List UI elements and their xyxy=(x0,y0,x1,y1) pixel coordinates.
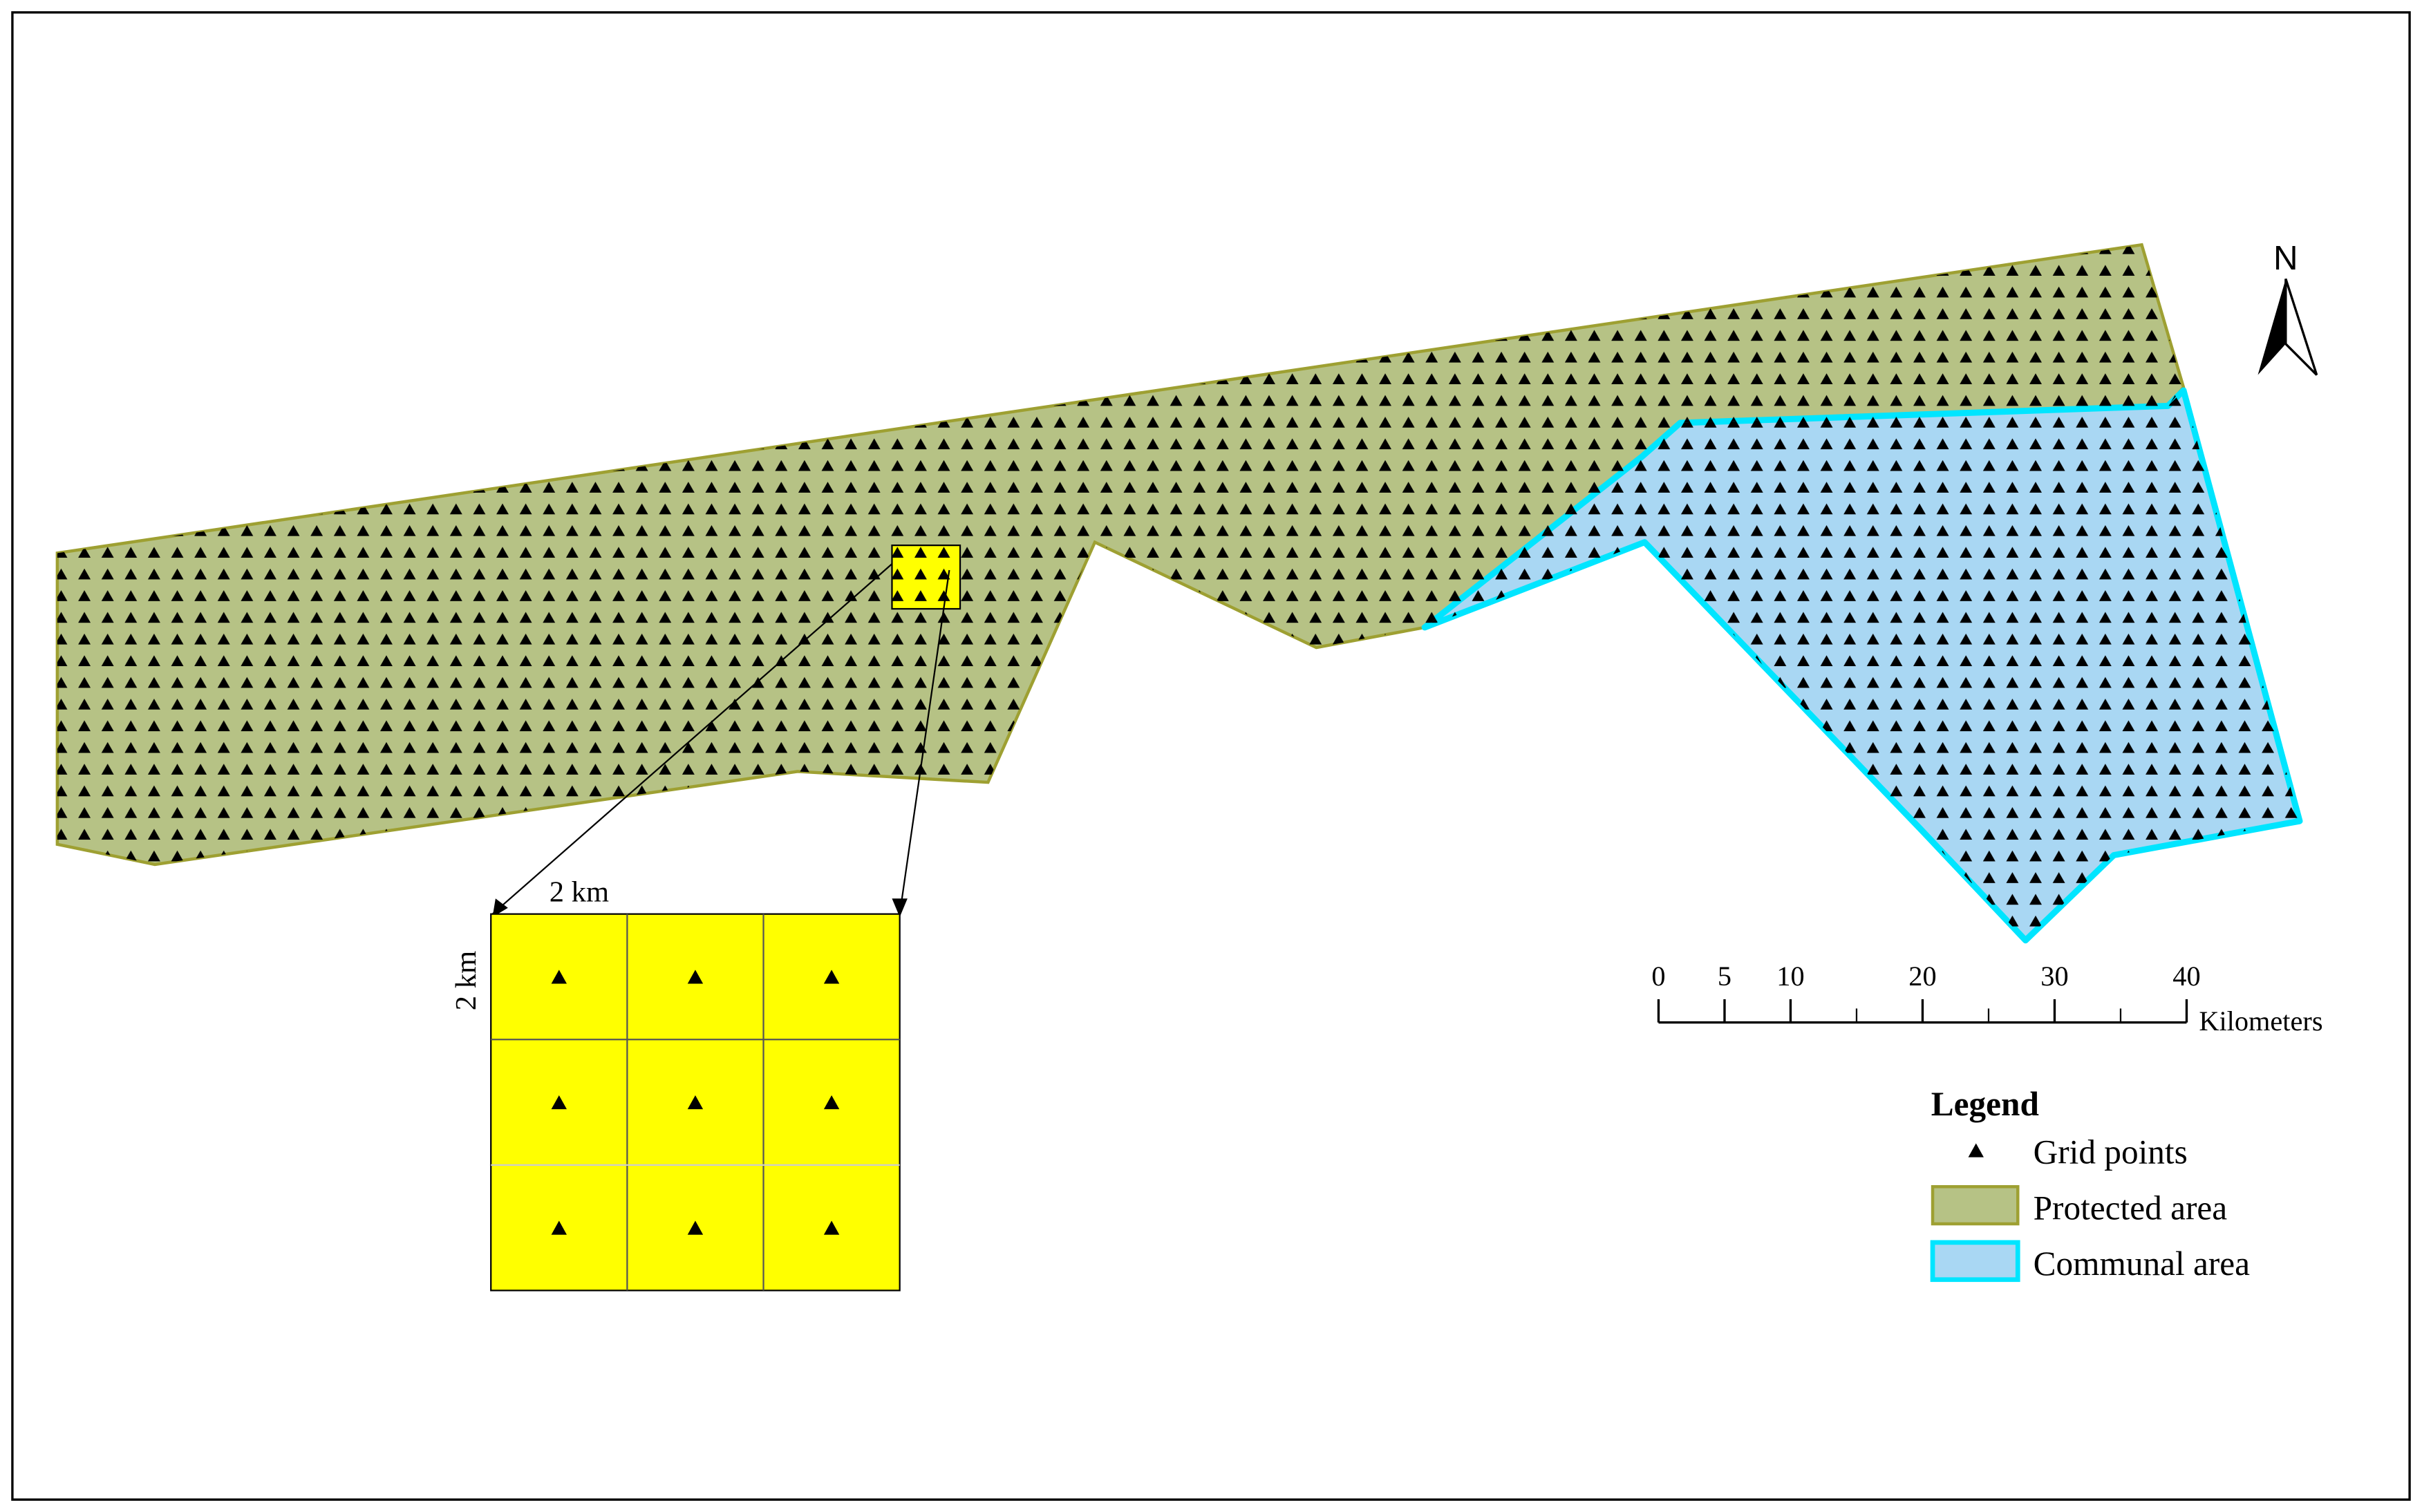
arrowhead xyxy=(892,898,908,918)
scale-bar: 0 5 10 20 30 40 xyxy=(1651,961,2201,1024)
north-arrow xyxy=(2257,278,2286,375)
inset-width-label: 2 km xyxy=(550,876,609,909)
communal-grid-points xyxy=(1425,390,2300,941)
scale-tick-label: 20 xyxy=(1908,961,1936,992)
legend-label: Grid points xyxy=(2034,1133,2188,1171)
inset-point xyxy=(687,970,704,984)
scale-tick-label: 5 xyxy=(1718,961,1731,992)
inset-connector xyxy=(491,563,893,915)
scale-tick-label: 30 xyxy=(2040,961,2068,992)
north-label: N xyxy=(2273,239,2298,277)
inset-source-points xyxy=(892,545,961,609)
scale-tick-label: 0 xyxy=(1651,961,1665,992)
inset-point xyxy=(551,970,567,984)
legend-label: Communal area xyxy=(2034,1245,2250,1283)
inset-point xyxy=(687,1220,704,1235)
legend-symbol-points xyxy=(1968,1143,1984,1157)
scale-tick-label: 10 xyxy=(1776,961,1804,992)
legend-label: Protected area xyxy=(2034,1189,2228,1227)
legend-title: Legend xyxy=(1931,1085,2039,1123)
inset-point xyxy=(823,1220,840,1235)
inset-point xyxy=(823,970,840,984)
inset-grid xyxy=(490,913,901,1292)
protected-grid-points xyxy=(57,245,2184,864)
inset-point xyxy=(551,1220,567,1235)
inset-height-label: 2 km xyxy=(450,951,482,1010)
arrowhead xyxy=(492,898,508,918)
legend-symbol-protected xyxy=(1931,1184,2020,1226)
scale-unit: Kilometers xyxy=(2199,1005,2322,1037)
inset-point xyxy=(823,1095,840,1110)
inset-connector xyxy=(899,569,950,914)
inset-points xyxy=(551,970,840,1235)
north-arrow xyxy=(2284,278,2318,376)
legend-symbol-communal xyxy=(1930,1240,2020,1283)
scale-tick-label: 40 xyxy=(2172,961,2200,992)
inset-point xyxy=(551,1095,567,1110)
inset-point xyxy=(687,1095,704,1110)
